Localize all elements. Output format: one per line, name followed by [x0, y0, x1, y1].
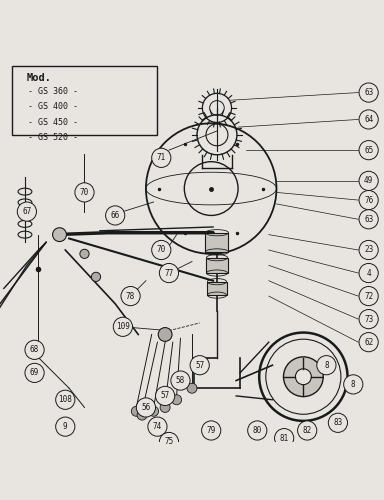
Text: 76: 76	[364, 196, 373, 204]
Circle shape	[275, 428, 294, 448]
Circle shape	[56, 390, 75, 409]
Circle shape	[359, 264, 378, 282]
Circle shape	[359, 190, 378, 210]
Text: 65: 65	[364, 146, 373, 154]
Bar	[205, 232, 228, 252]
Circle shape	[171, 371, 190, 390]
Text: 108: 108	[58, 396, 72, 404]
Text: 80: 80	[253, 426, 262, 435]
Text: 8: 8	[351, 380, 356, 389]
Text: 71: 71	[157, 154, 166, 162]
Circle shape	[17, 202, 36, 221]
Circle shape	[53, 228, 66, 241]
Circle shape	[159, 432, 179, 452]
Text: 79: 79	[207, 426, 216, 435]
Text: 64: 64	[364, 115, 373, 124]
Circle shape	[91, 272, 101, 281]
Circle shape	[359, 110, 378, 129]
Circle shape	[25, 364, 44, 382]
Circle shape	[248, 421, 267, 440]
Text: - GS 360 -: - GS 360 -	[23, 87, 78, 96]
Circle shape	[113, 317, 132, 336]
Text: 73: 73	[364, 314, 373, 324]
Circle shape	[172, 395, 182, 405]
Text: 77: 77	[164, 268, 174, 278]
Circle shape	[344, 375, 363, 394]
Text: 9: 9	[63, 422, 68, 431]
Text: 109: 109	[116, 322, 130, 332]
Bar	[207, 282, 227, 295]
Circle shape	[159, 264, 179, 282]
Circle shape	[56, 417, 75, 436]
Circle shape	[359, 83, 378, 102]
Text: 23: 23	[364, 246, 373, 254]
Text: 57: 57	[195, 360, 204, 370]
Circle shape	[359, 210, 378, 229]
Circle shape	[106, 206, 125, 225]
Circle shape	[359, 140, 378, 160]
Circle shape	[136, 398, 156, 417]
Text: 4: 4	[366, 268, 371, 278]
Text: 74: 74	[153, 422, 162, 431]
Circle shape	[298, 421, 317, 440]
Circle shape	[359, 172, 378, 190]
Circle shape	[131, 406, 141, 416]
Circle shape	[160, 402, 170, 412]
Text: 78: 78	[126, 292, 135, 300]
Text: - GS 520 -: - GS 520 -	[23, 133, 78, 142]
Bar	[12, 66, 157, 135]
Circle shape	[359, 332, 378, 352]
Text: 62: 62	[364, 338, 373, 346]
Circle shape	[149, 406, 159, 416]
Text: 57: 57	[161, 392, 170, 400]
Circle shape	[156, 386, 175, 406]
Text: 83: 83	[333, 418, 343, 428]
Circle shape	[80, 249, 89, 258]
Circle shape	[202, 421, 221, 440]
Text: 69: 69	[30, 368, 39, 378]
Circle shape	[152, 148, 171, 168]
Text: 56: 56	[141, 403, 151, 412]
Circle shape	[152, 240, 171, 260]
Bar	[206, 258, 227, 273]
Text: Mod.: Mod.	[27, 74, 52, 84]
Circle shape	[190, 356, 209, 375]
Text: 72: 72	[364, 292, 373, 300]
Circle shape	[317, 356, 336, 375]
Circle shape	[187, 383, 197, 393]
Circle shape	[328, 413, 348, 432]
Text: 70: 70	[157, 246, 166, 254]
Circle shape	[148, 417, 167, 436]
Text: 67: 67	[22, 207, 31, 216]
Text: 8: 8	[324, 360, 329, 370]
Circle shape	[75, 183, 94, 202]
Circle shape	[359, 286, 378, 306]
Circle shape	[121, 286, 140, 306]
Text: 66: 66	[111, 211, 120, 220]
Text: 82: 82	[303, 426, 312, 435]
Circle shape	[295, 369, 311, 384]
Text: 81: 81	[280, 434, 289, 442]
Text: 63: 63	[364, 215, 373, 224]
Circle shape	[25, 340, 44, 359]
Text: - GS 400 -: - GS 400 -	[23, 102, 78, 111]
Text: 75: 75	[164, 438, 174, 446]
Circle shape	[351, 380, 360, 389]
Text: 58: 58	[176, 376, 185, 385]
Text: 70: 70	[80, 188, 89, 197]
Circle shape	[137, 410, 147, 420]
Circle shape	[158, 328, 172, 342]
Text: 68: 68	[30, 346, 39, 354]
Text: 63: 63	[364, 88, 373, 97]
Text: - GS 450 -: - GS 450 -	[23, 118, 78, 126]
Circle shape	[283, 357, 323, 397]
Circle shape	[359, 310, 378, 328]
Circle shape	[359, 240, 378, 260]
Text: 49: 49	[364, 176, 373, 186]
